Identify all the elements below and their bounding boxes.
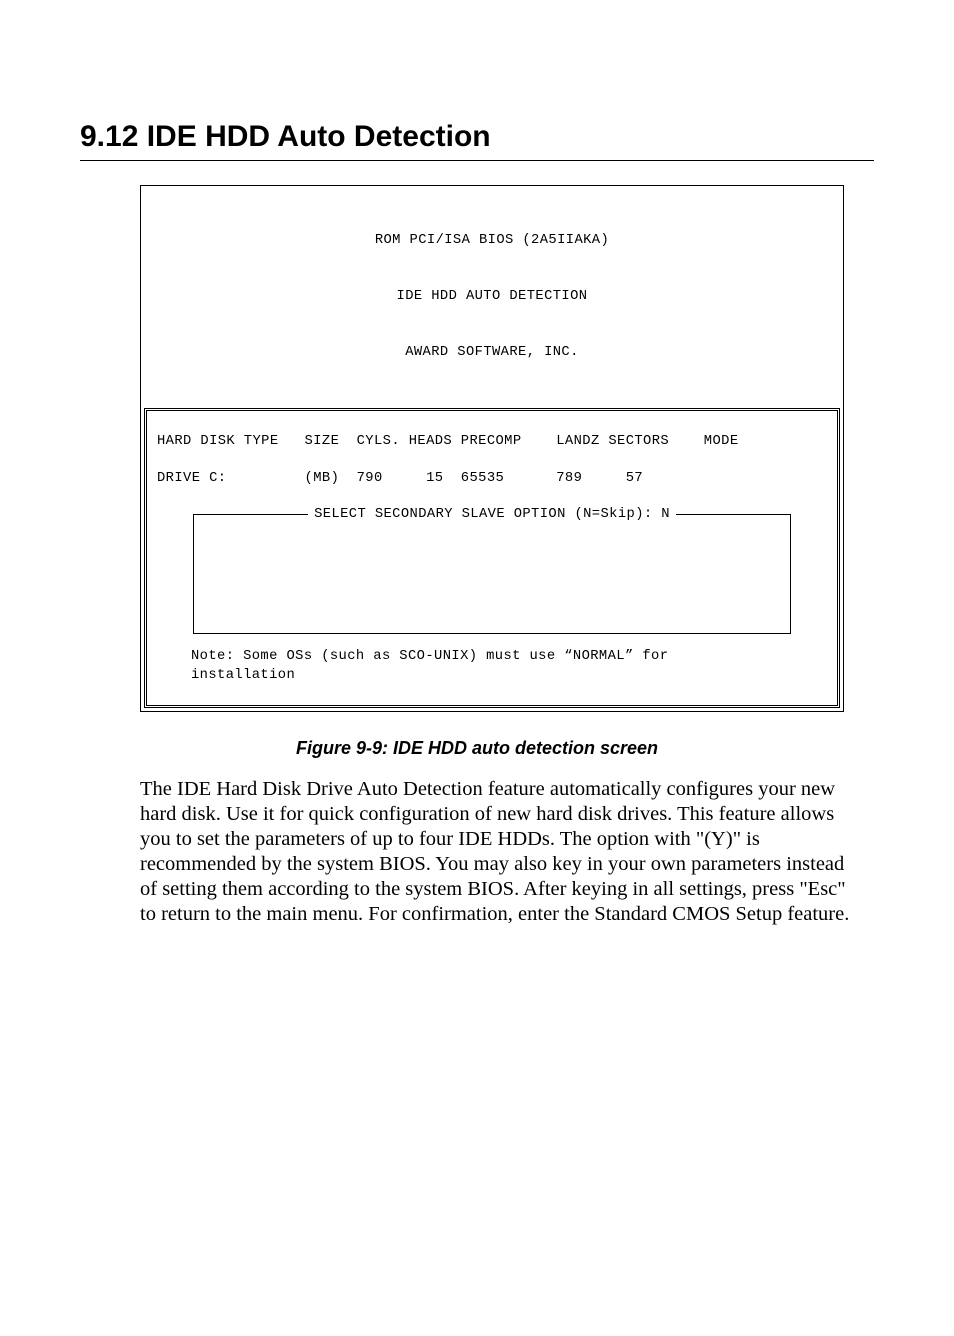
bios-header-line2: IDE HDD AUTO DETECTION	[144, 288, 840, 307]
select-prompt-line: SELECT SECONDARY SLAVE OPTION (N=Skip): …	[200, 506, 784, 525]
select-option-box: SELECT SECONDARY SLAVE OPTION (N=Skip): …	[193, 514, 791, 634]
body-paragraph: The IDE Hard Disk Drive Auto Detection f…	[140, 777, 854, 927]
select-prompt-text: SELECT SECONDARY SLAVE OPTION (N=Skip): …	[308, 507, 676, 522]
bios-columns-row: HARD DISK TYPE SIZE CYLS. HEADS PRECOMP …	[157, 433, 827, 452]
bios-note: Note: Some OSs (such as SCO-UNIX) must u…	[157, 634, 827, 695]
bios-header-line1: ROM PCI/ISA BIOS (2A5IIAKA)	[144, 232, 840, 251]
bios-header: ROM PCI/ISA BIOS (2A5IIAKA) IDE HDD AUTO…	[144, 189, 840, 408]
figure-caption: Figure 9-9: IDE HDD auto detection scree…	[80, 738, 874, 759]
section-heading: 9.12 IDE HDD Auto Detection	[80, 120, 874, 161]
select-box-wrap: SELECT SECONDARY SLAVE OPTION (N=Skip): …	[157, 492, 827, 634]
bios-data-row: DRIVE C: (MB) 790 15 65535 789 57	[157, 470, 827, 489]
bios-frame: HARD DISK TYPE SIZE CYLS. HEADS PRECOMP …	[144, 408, 840, 709]
bios-screen-outer: ROM PCI/ISA BIOS (2A5IIAKA) IDE HDD AUTO…	[140, 185, 844, 712]
bios-header-line3: AWARD SOFTWARE, INC.	[144, 344, 840, 363]
